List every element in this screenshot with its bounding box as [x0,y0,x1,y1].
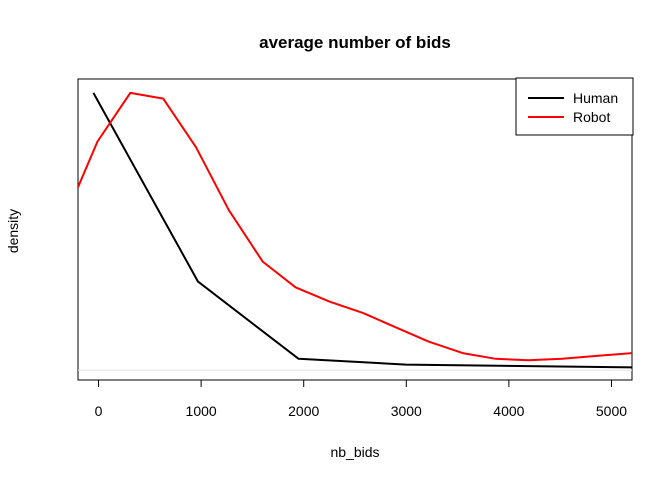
x-tick-label: 3000 [391,403,422,419]
legend-label-robot: Robot [573,109,610,125]
x-axis: 0 1000 2000 3000 4000 5000 [95,380,627,419]
legend: Human Robot [515,77,634,136]
x-tick-label: 4000 [493,403,524,419]
series-line-robot [78,91,632,362]
chart-title: average number of bids [259,33,451,52]
x-axis-label: nb_bids [330,444,379,460]
x-tick-label: 2000 [288,403,319,419]
y-axis-label: density [5,209,21,253]
legend-label-human: Human [573,90,618,106]
plot-frame [77,78,633,381]
legend-box [515,77,634,136]
plot-border [77,78,633,381]
x-tick-label: 0 [95,403,103,419]
x-tick-label: 5000 [596,403,627,419]
series-layer [78,91,632,369]
series-line-human [92,92,632,369]
x-tick-label: 1000 [186,403,217,419]
